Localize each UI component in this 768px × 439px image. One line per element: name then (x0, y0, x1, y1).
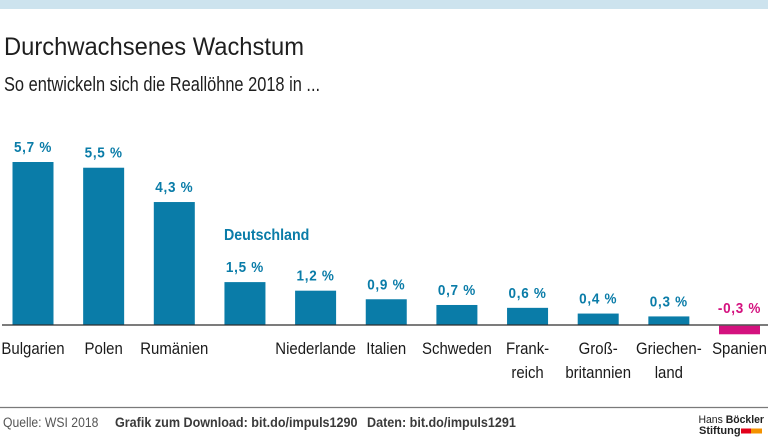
bar-deutschland (224, 282, 266, 325)
axis-label-griechenland-line-1: Griechen- (636, 340, 702, 358)
axis-label-frankreich-line-2: reich (511, 364, 543, 382)
axis-label-bulgarien: Bulgarien (1, 340, 64, 358)
bar-polen (83, 167, 125, 325)
top-band (0, 0, 768, 9)
bar-grossbritannien (577, 313, 619, 325)
axis-label-polen: Polen (85, 340, 123, 358)
download-link[interactable]: Grafik zum Download: bit.do/impuls1290 (115, 414, 358, 430)
bar-bulgarien (12, 162, 54, 325)
value-label-deutschland: 1,5 % (226, 259, 264, 276)
logo-boeckler: Böckler (726, 414, 765, 426)
axis-label-spanien: Spanien (712, 340, 767, 358)
value-label-spanien: -0,3 % (718, 300, 761, 317)
axis-label-schweden: Schweden (422, 340, 492, 358)
logo-stiftung: Stiftung (699, 425, 741, 437)
bar-schweden (436, 304, 478, 325)
axis-label-frankreich-line-1: Frank- (506, 340, 549, 358)
value-label-italien: 0,9 % (367, 277, 405, 294)
value-label-niederlande: 1,2 % (297, 268, 335, 285)
axis-label-grossbritannien-line-1: Groß- (579, 340, 618, 358)
axis-label-group: Bulgarien Polen Rumänien Niederlande Italien… (1, 340, 767, 382)
logo-hans: Hans (698, 414, 722, 426)
axis-label-griechenland-line-2: land (655, 364, 683, 382)
chart-title: Durchwachsenes Wachstum (4, 33, 304, 61)
logo-red-bar (741, 428, 751, 434)
axis-label-italien: Italien (366, 340, 406, 358)
value-label-frankreich: 0,6 % (509, 285, 547, 302)
chart-subtitle: So entwickeln sich die Reallöhne 2018 in… (4, 72, 320, 95)
logo-line-1: Hans Böckler (698, 414, 764, 426)
value-label-polen: 5,5 % (85, 145, 123, 162)
value-label-schweden: 0,7 % (438, 282, 476, 299)
bar-frankreich (507, 307, 549, 325)
logo-orange-bar (751, 428, 762, 434)
value-label-grossbritannien: 0,4 % (579, 291, 617, 308)
value-label-bulgarien: 5,7 % (14, 139, 52, 156)
axis-label-rumaenien: Rumänien (140, 340, 208, 358)
bar-niederlande (295, 290, 337, 325)
bar-spanien (719, 325, 760, 335)
hans-boeckler-logo: Hans Böckler Stiftung (698, 414, 764, 437)
bar-rumaenien (153, 202, 195, 325)
axis-label-grossbritannien-line-2: britannien (565, 364, 631, 382)
value-label-rumaenien: 4,3 % (155, 179, 193, 196)
bar-group (12, 162, 760, 335)
value-label-group: 5,7 % 5,5 % 4,3 % 1,5 % 1,2 % 0,9 % 0,7 % 0,6 %… (14, 139, 761, 317)
source-text: Quelle: WSI 2018 (3, 414, 98, 430)
axis-label-niederlande: Niederlande (275, 340, 356, 358)
highlight-annotation: Deutschland (224, 226, 309, 244)
data-link[interactable]: Daten: bit.do/impuls1291 (367, 414, 516, 430)
value-label-griechenland: 0,3 % (650, 294, 688, 311)
bar-griechenland (648, 316, 690, 325)
bar-italien (365, 299, 407, 325)
